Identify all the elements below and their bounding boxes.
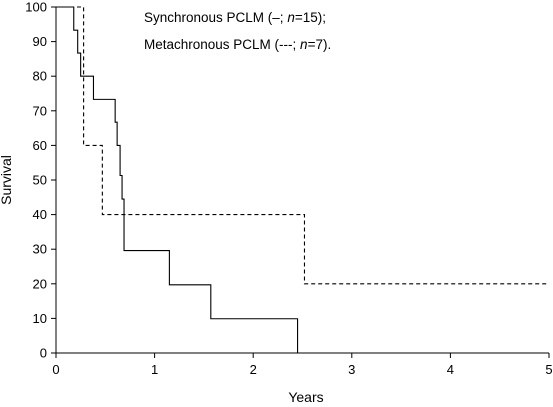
y-tick-label: 90 [33,34,47,49]
x-tick-label: 0 [52,362,59,377]
y-tick-label: 20 [33,276,47,291]
ticks: 0 10 20 30 40 50 60 70 80 90 100 0 1 2 3 4 5 [25,0,552,377]
y-axis-label: Survival [0,155,14,205]
y-tick-label: 10 [33,311,47,326]
x-axis-label: Years [288,389,323,405]
legend-metachronous-suffix: =7). [308,37,332,52]
x-tick-label: 2 [250,362,257,377]
series-group [56,6,549,353]
legend-synchronous-prefix: Synchronous PCLM (–; [144,10,287,25]
y-tick-label: 30 [33,242,47,257]
axes [55,7,549,354]
survival-curve-metachronous [56,6,549,285]
legend-metachronous-n: n [300,37,308,52]
x-tick-label: 1 [151,362,158,377]
legend-synchronous-n: n [287,10,295,25]
y-tick-label: 80 [33,69,47,84]
y-tick-label: 60 [33,138,47,153]
legend-metachronous-prefix: Metachronous PCLM (---; [144,37,300,52]
x-tick-label: 4 [447,362,454,377]
y-tick-label: 70 [33,103,47,118]
x-tick-label: 3 [348,362,355,377]
x-tick-label: 5 [545,362,552,377]
y-tick-label: 40 [33,207,47,222]
legend-entry-synchronous: Synchronous PCLM (–; n=15); [144,10,326,25]
y-tick-label: 0 [40,346,47,361]
legend-synchronous-suffix: =15); [295,10,326,25]
y-tick-label: 50 [33,173,47,188]
legend-entry-metachronous: Metachronous PCLM (---; n=7). [144,37,331,52]
y-tick-label: 100 [25,0,47,15]
survival-curve-synchronous [56,6,299,353]
